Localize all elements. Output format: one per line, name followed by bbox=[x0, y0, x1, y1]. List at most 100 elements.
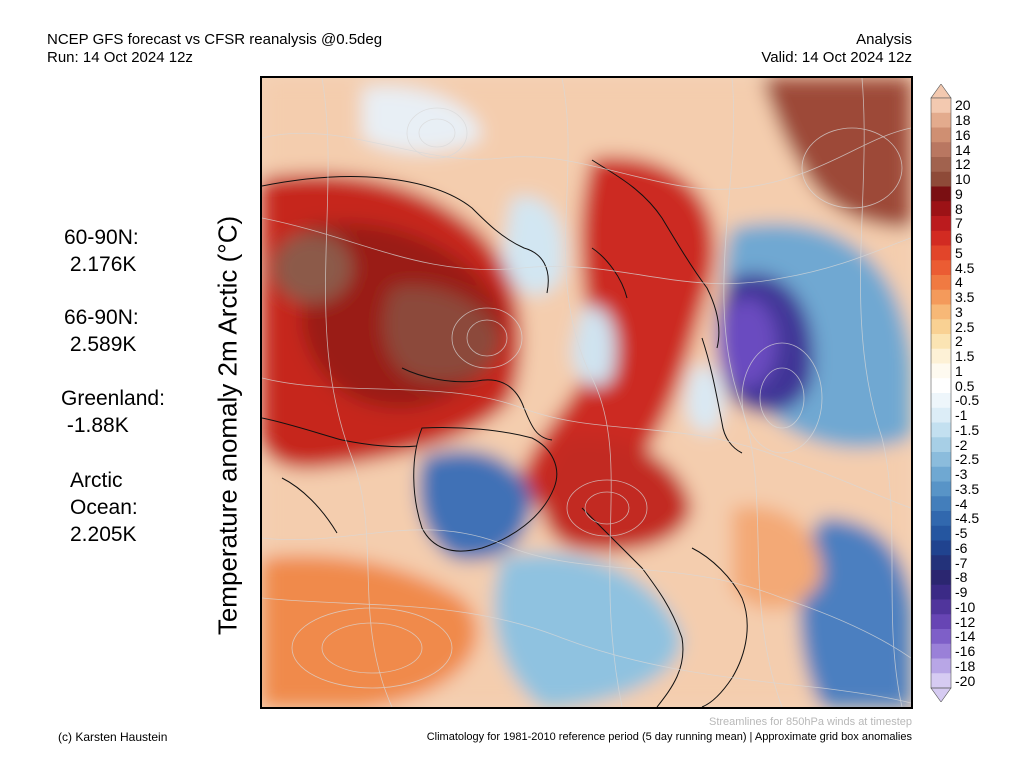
colorbar-label: -2.5 bbox=[955, 451, 980, 468]
stat-greenland: Greenland: -1.88K bbox=[61, 387, 165, 437]
colorbar-label: 0.5 bbox=[955, 377, 975, 394]
colorbar-swatch bbox=[931, 584, 951, 600]
colorbar-swatch bbox=[931, 466, 951, 482]
colorbar-swatch bbox=[931, 570, 951, 586]
colorbar-label: 16 bbox=[955, 126, 971, 143]
colorbar-swatch bbox=[931, 393, 951, 409]
colorbar-swatch bbox=[931, 378, 951, 394]
colorbar-label: -2 bbox=[955, 436, 968, 453]
colorbar-label: 2.5 bbox=[955, 318, 975, 335]
header-left: NCEP GFS forecast vs CFSR reanalysis @0.… bbox=[47, 31, 382, 67]
colorbar-swatch bbox=[931, 245, 951, 261]
colorbar-label: -12 bbox=[955, 613, 976, 630]
climatology-note: Climatology for 1981-2010 reference peri… bbox=[426, 731, 912, 743]
stat-66-90n: 66-90N: 2.589K bbox=[64, 306, 139, 356]
colorbar-swatch bbox=[931, 260, 951, 276]
colorbar-label: -20 bbox=[955, 672, 976, 689]
colorbar-swatch bbox=[931, 658, 951, 674]
colorbar-label: -6 bbox=[955, 539, 968, 556]
colorbar-label: -4.5 bbox=[955, 510, 980, 527]
colorbar-label: -18 bbox=[955, 657, 976, 674]
colorbar-label: 5 bbox=[955, 244, 963, 261]
colorbar-label: 9 bbox=[955, 185, 963, 202]
colorbar-label: -0.5 bbox=[955, 392, 980, 409]
colorbar-label: 4 bbox=[955, 274, 963, 291]
colorbar-label: 3 bbox=[955, 303, 963, 320]
colorbar-swatch bbox=[931, 643, 951, 659]
colorbar-label: 12 bbox=[955, 156, 971, 173]
colorbar-swatch bbox=[931, 289, 951, 305]
credit: (c) Karsten Haustein bbox=[58, 730, 168, 744]
colorbar-label: -10 bbox=[955, 598, 976, 615]
colorbar-label: -14 bbox=[955, 628, 976, 645]
colorbar-swatch bbox=[931, 614, 951, 630]
colorbar-swatch bbox=[931, 673, 951, 689]
analysis-label: Analysis bbox=[856, 31, 912, 48]
colorbar-label: 8 bbox=[955, 200, 963, 217]
colorbar-swatch bbox=[931, 555, 951, 571]
colorbar-swatch bbox=[931, 363, 951, 379]
colorbar-label: 1 bbox=[955, 362, 963, 379]
colorbar-swatch bbox=[931, 511, 951, 527]
colorbar-scale bbox=[930, 84, 952, 702]
colorbar-swatch bbox=[931, 481, 951, 497]
colorbar-max-arrow bbox=[930, 84, 952, 99]
colorbar-label: -8 bbox=[955, 569, 968, 586]
colorbar bbox=[930, 84, 952, 702]
streamline-note: Streamlines for 850hPa winds at timestep bbox=[709, 716, 912, 728]
colorbar-swatch bbox=[931, 437, 951, 453]
valid-time: Valid: 14 Oct 2024 12z bbox=[761, 49, 912, 66]
colorbar-swatch bbox=[931, 348, 951, 364]
colorbar-min-arrow bbox=[930, 687, 952, 702]
colorbar-swatch bbox=[931, 201, 951, 217]
colorbar-label: 14 bbox=[955, 141, 971, 158]
map-variable-label: Temperature anomaly 2m Arctic (°C) bbox=[212, 215, 243, 636]
colorbar-label: 3.5 bbox=[955, 289, 975, 306]
colorbar-swatch bbox=[931, 230, 951, 246]
colorbar-swatch bbox=[931, 452, 951, 468]
colorbar-swatch bbox=[931, 525, 951, 541]
colorbar-swatch bbox=[931, 275, 951, 291]
colorbar-label: 2 bbox=[955, 333, 963, 350]
map-title: NCEP GFS forecast vs CFSR reanalysis @0.… bbox=[47, 31, 383, 48]
run-time: Run: 14 Oct 2024 12z bbox=[47, 49, 193, 66]
colorbar-swatch bbox=[931, 496, 951, 512]
colorbar-label: -7 bbox=[955, 554, 968, 571]
colorbar-swatch bbox=[931, 629, 951, 645]
colorbar-swatch bbox=[931, 157, 951, 173]
colorbar-swatch bbox=[931, 540, 951, 556]
colorbar-swatch bbox=[931, 407, 951, 423]
colorbar-label: -1.5 bbox=[955, 421, 980, 438]
colorbar-label: 4.5 bbox=[955, 259, 975, 276]
arctic-anomaly-map bbox=[260, 76, 913, 709]
colorbar-label: -3 bbox=[955, 466, 968, 483]
map-canvas bbox=[262, 78, 911, 707]
colorbar-label: 10 bbox=[955, 171, 971, 188]
colorbar-label: -16 bbox=[955, 643, 976, 660]
colorbar-swatch bbox=[931, 142, 951, 158]
colorbar-swatch bbox=[931, 599, 951, 615]
stat-arctic-ocean: Arctic Ocean: 2.205K bbox=[70, 469, 138, 546]
stat-60-90n: 60-90N: 2.176K bbox=[64, 226, 139, 276]
colorbar-label: 6 bbox=[955, 230, 963, 247]
header-right: Analysis Valid: 14 Oct 2024 12z bbox=[761, 31, 912, 67]
colorbar-label: 18 bbox=[955, 112, 971, 129]
colorbar-label: -4 bbox=[955, 495, 968, 512]
colorbar-label: 20 bbox=[955, 97, 971, 114]
colorbar-label: 7 bbox=[955, 215, 963, 232]
colorbar-swatch bbox=[931, 216, 951, 232]
colorbar-swatch bbox=[931, 98, 951, 114]
colorbar-swatch bbox=[931, 334, 951, 350]
colorbar-label: -9 bbox=[955, 584, 968, 601]
colorbar-label: 1.5 bbox=[955, 348, 975, 365]
colorbar-swatch bbox=[931, 171, 951, 187]
colorbar-label: -1 bbox=[955, 407, 968, 424]
colorbar-label: -3.5 bbox=[955, 480, 980, 497]
colorbar-swatch bbox=[931, 127, 951, 143]
colorbar-frame bbox=[930, 97, 952, 689]
colorbar-swatch bbox=[931, 304, 951, 320]
colorbar-label: -5 bbox=[955, 525, 968, 542]
colorbar-swatch bbox=[931, 112, 951, 128]
colorbar-swatch bbox=[931, 186, 951, 202]
colorbar-swatch bbox=[931, 319, 951, 335]
